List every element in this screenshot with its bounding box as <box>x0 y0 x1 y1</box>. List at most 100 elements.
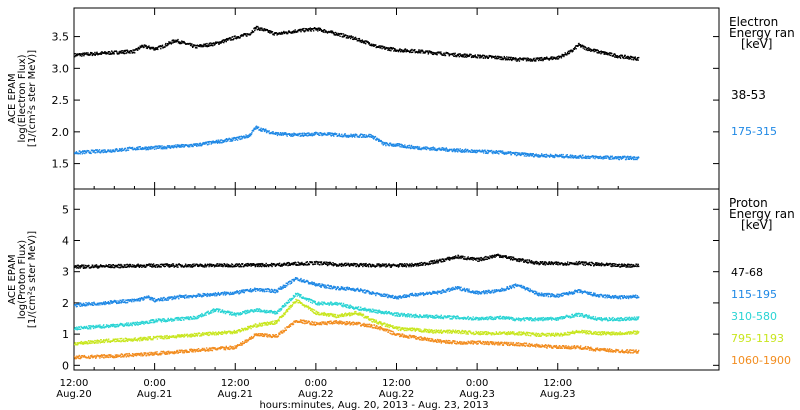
proton-data-point <box>491 254 494 257</box>
electron-data-point <box>219 42 221 44</box>
proton-data-point <box>425 292 428 295</box>
electron-data-point <box>354 136 356 138</box>
electron-data-point <box>575 157 577 159</box>
proton-data-point <box>441 292 443 294</box>
proton-data-point <box>492 256 494 258</box>
electron-data-point <box>430 149 433 151</box>
electron-data-point <box>484 150 487 153</box>
proton-data-point <box>192 295 194 298</box>
electron-data-point <box>625 157 628 159</box>
electron-data-point <box>459 53 461 55</box>
electron-data-point <box>150 148 152 150</box>
electron-data-point <box>203 43 206 46</box>
proton-data-point <box>252 264 254 266</box>
electron-data-point <box>230 139 232 141</box>
electron-data-point <box>510 58 513 61</box>
electron-data-point <box>218 43 220 45</box>
proton-data-point <box>224 265 227 268</box>
proton-data-point <box>109 300 112 302</box>
electron-data-point <box>109 53 111 55</box>
proton-data-point <box>102 266 104 268</box>
proton-data-point <box>300 263 302 266</box>
proton-data-point <box>215 265 217 267</box>
proton-data-point <box>530 262 532 264</box>
proton-data-point <box>192 265 195 268</box>
proton-data-point <box>424 261 426 264</box>
electron-data-point <box>541 56 543 59</box>
electron-data-point <box>126 149 128 151</box>
proton-data-point <box>318 285 321 287</box>
electron-data-point <box>344 133 346 135</box>
electron-data-point <box>455 150 457 152</box>
proton-data-point <box>289 263 291 265</box>
electron-data-point <box>467 55 469 58</box>
electron-data-point <box>316 132 318 134</box>
electron-data-point <box>573 155 575 157</box>
proton-data-point <box>319 264 321 266</box>
proton-data-point <box>88 265 90 267</box>
electron-data-point <box>443 148 445 150</box>
proton-data-point <box>412 265 414 267</box>
electron-data-point <box>241 138 243 140</box>
electron-data-point <box>271 132 273 135</box>
proton-data-point <box>92 304 94 306</box>
proton-data-point <box>184 265 186 267</box>
proton-data-point <box>269 289 271 291</box>
proton-data-point <box>224 294 227 296</box>
electron-data-point <box>556 154 558 156</box>
proton-data-point <box>329 261 332 264</box>
proton-data-point <box>241 289 243 291</box>
proton-data-point <box>286 263 288 265</box>
electron-data-point <box>403 49 405 51</box>
electron-data-point <box>442 149 445 151</box>
proton-data-point <box>151 263 154 266</box>
electron-data-point <box>488 56 490 58</box>
electron-data-point <box>632 56 634 59</box>
electron-data-point <box>417 51 419 54</box>
proton-data-point <box>190 264 193 266</box>
proton-data-point <box>539 263 541 265</box>
electron-data-point <box>580 45 582 47</box>
electron-data-point <box>211 43 214 45</box>
proton-data-point <box>319 285 322 287</box>
proton-data-point <box>570 263 572 265</box>
electron-data-point <box>263 30 265 32</box>
electron-data-point <box>541 153 543 155</box>
proton-data-point <box>221 264 223 266</box>
electron-data-point <box>82 52 85 55</box>
proton-data-point <box>199 293 201 295</box>
electron-data-point <box>499 58 501 60</box>
proton-data-point <box>277 263 280 265</box>
electron-data-point <box>608 158 610 160</box>
proton-data-point <box>342 265 344 267</box>
electron-data-point <box>549 58 552 60</box>
proton-data-point <box>544 264 547 266</box>
proton-data-point <box>240 289 243 292</box>
proton-data-point <box>188 264 190 266</box>
electron-data-point <box>296 31 298 33</box>
proton-data-point <box>140 297 142 300</box>
electron-data-point <box>184 144 187 147</box>
proton-data-point <box>247 265 249 267</box>
proton-data-point <box>165 297 167 300</box>
electron-data-point <box>557 58 560 60</box>
electron-data-point <box>235 137 237 139</box>
proton-data-point <box>599 264 602 266</box>
proton-data-point <box>409 294 411 296</box>
electron-data-point <box>301 134 303 137</box>
electron-data-point <box>233 38 235 40</box>
electron-data-point <box>82 54 84 56</box>
electron-data-point <box>141 46 143 48</box>
proton-data-point <box>137 265 139 267</box>
electron-ytick-label: 2.5 <box>52 94 70 107</box>
proton-data-point <box>192 263 194 266</box>
electron-data-point <box>619 156 621 158</box>
electron-data-point <box>561 155 564 158</box>
proton-data-point <box>629 263 631 266</box>
electron-data-point <box>122 50 124 52</box>
proton-data-point <box>431 292 434 294</box>
electron-data-point <box>291 31 294 33</box>
proton-data-point <box>211 265 214 267</box>
electron-data-point <box>430 52 432 54</box>
proton-data-point <box>253 264 255 266</box>
